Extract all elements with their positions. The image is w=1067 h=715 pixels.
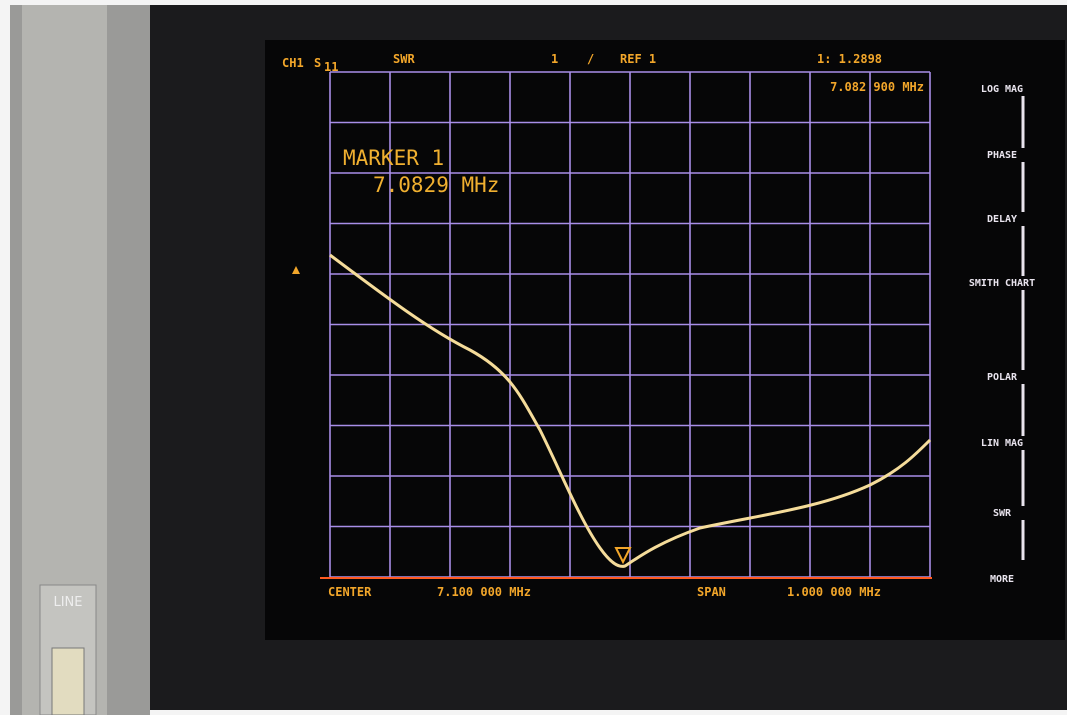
marker-readout: 1: 1.2898 [817, 52, 882, 66]
softkey[interactable]: MORE [990, 574, 1014, 585]
channel: CH1 [282, 56, 304, 70]
reference: REF 1 [620, 52, 656, 66]
format: SWR [393, 52, 415, 66]
marker-number: 1 [551, 52, 558, 66]
line-label: LINE [53, 595, 82, 610]
screen [265, 40, 1065, 640]
softkey[interactable]: SWR [993, 508, 1012, 519]
center-value: 7.100 000 MHz [437, 585, 531, 599]
line-switch[interactable] [52, 648, 84, 715]
softkey[interactable]: LIN MAG [981, 438, 1023, 449]
softkey[interactable]: SMITH CHART [969, 278, 1035, 289]
parameter-sub: 11 [324, 60, 338, 74]
softkey[interactable]: POLAR [987, 372, 1018, 383]
scale: / [587, 52, 594, 66]
annotation-title: MARKER 1 [343, 146, 444, 170]
parameter: S [314, 56, 321, 70]
page: LINE CH1 S 11 SWR 1 / REF 1 1: 1.2898 7.… [0, 0, 1067, 715]
softkey[interactable]: LOG MAG [981, 84, 1023, 95]
span-value: 1.000 000 MHz [787, 585, 881, 599]
annotation-frequency: 7.0829 MHz [373, 173, 499, 197]
softkey[interactable]: PHASE [987, 150, 1017, 161]
instrument-photo: LINE CH1 S 11 SWR 1 / REF 1 1: 1.2898 7.… [0, 0, 1067, 715]
softkey[interactable]: DELAY [987, 214, 1017, 225]
marker-frequency: 7.082 900 MHz [830, 80, 924, 94]
center-label: CENTER [328, 585, 372, 599]
span-label: SPAN [697, 585, 726, 599]
